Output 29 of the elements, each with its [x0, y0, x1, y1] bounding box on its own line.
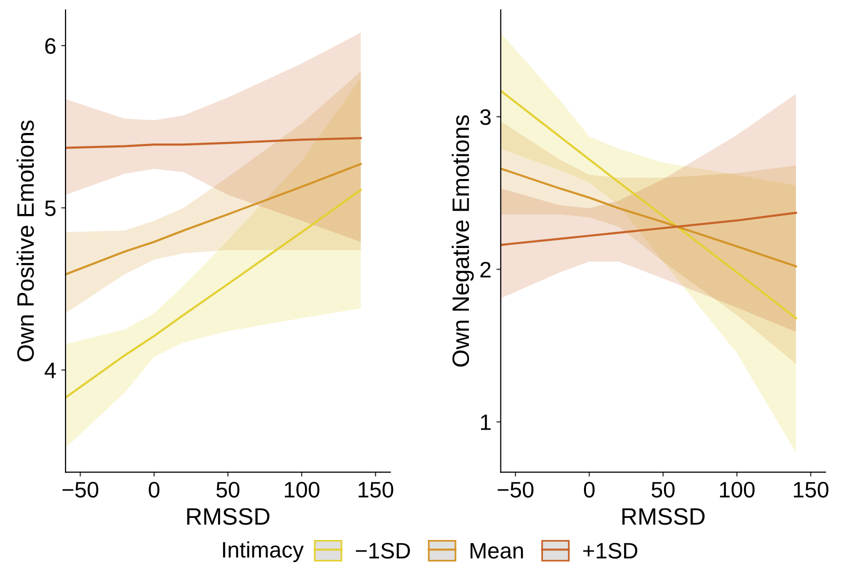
y-tick-label: 2	[480, 262, 491, 278]
y-axis-title: Own Positive Emotions	[16, 120, 34, 362]
x-axis-title: RMSSD	[622, 508, 705, 525]
x-tick-label: −50	[498, 482, 534, 498]
y-tick-label: 6	[45, 38, 56, 54]
x-tick-label: 0	[584, 482, 595, 498]
line-series	[66, 137, 362, 149]
line-series	[500, 212, 797, 246]
x-tick-label: 50	[652, 482, 675, 498]
line-series	[500, 168, 797, 268]
x-tick-label: 150	[794, 482, 828, 498]
y-tick-label: 5	[45, 200, 56, 216]
x-tick-label: 150	[358, 482, 394, 498]
x-tick-label: 100	[284, 482, 320, 498]
x-tick-label: 0	[148, 482, 160, 498]
x-tick-label: 100	[720, 482, 755, 498]
x-axis-title: RMSSD	[187, 508, 270, 525]
line-series	[66, 162, 362, 276]
x-tick-label: −50	[62, 482, 98, 498]
y-axis-title: Own Negative Emotions	[452, 115, 474, 367]
y-tick-label: 1	[481, 414, 491, 430]
x-tick-label: 50	[216, 482, 240, 498]
legend-label: Mean	[470, 543, 523, 559]
legend-label: −1SD	[356, 542, 410, 559]
line-series	[66, 188, 362, 399]
y-tick-label: 3	[480, 109, 491, 125]
legend-title: Intimacy	[223, 541, 304, 562]
y-tick-label: 4	[44, 362, 56, 378]
legend-label: +1SD	[583, 542, 638, 559]
